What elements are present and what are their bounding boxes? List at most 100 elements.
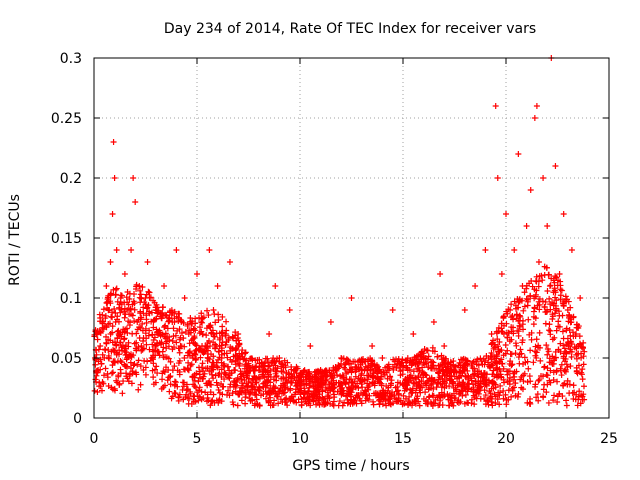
y-tick-label: 0.3 xyxy=(60,51,82,67)
data-point xyxy=(202,343,209,349)
data-point xyxy=(277,385,284,392)
data-point xyxy=(411,399,418,406)
data-point xyxy=(510,384,517,391)
data-point xyxy=(397,372,404,379)
data-point xyxy=(270,382,277,389)
data-point xyxy=(161,382,168,389)
data-point xyxy=(142,295,149,301)
data-point xyxy=(420,371,427,378)
data-point xyxy=(538,272,545,279)
data-point xyxy=(469,359,476,366)
data-point xyxy=(500,365,507,372)
data-point xyxy=(277,396,284,403)
data-point xyxy=(388,394,395,401)
data-point xyxy=(524,358,531,365)
data-point xyxy=(118,306,125,313)
data-point xyxy=(329,401,336,408)
data-point xyxy=(510,330,517,337)
data-point xyxy=(112,309,119,316)
data-point xyxy=(278,360,285,367)
data-point xyxy=(115,372,122,379)
data-point xyxy=(535,283,542,290)
data-point xyxy=(511,247,518,253)
data-point xyxy=(198,310,205,317)
data-point xyxy=(462,391,469,398)
data-point xyxy=(558,287,565,294)
data-point xyxy=(400,382,407,389)
data-point xyxy=(447,366,454,373)
data-point xyxy=(179,379,186,386)
data-point xyxy=(380,368,387,375)
data-point xyxy=(265,399,272,406)
data-point xyxy=(451,367,458,373)
data-point xyxy=(405,379,412,386)
data-point xyxy=(345,390,352,397)
data-point xyxy=(214,283,221,289)
data-point xyxy=(181,295,188,301)
data-point xyxy=(207,402,214,409)
data-point xyxy=(156,331,163,337)
data-point xyxy=(554,399,561,406)
data-point xyxy=(523,223,530,229)
data-point xyxy=(226,259,233,265)
data-point xyxy=(548,275,555,282)
data-point xyxy=(92,361,99,368)
data-point xyxy=(376,366,383,373)
data-point xyxy=(148,318,155,325)
data-point xyxy=(96,383,103,390)
data-point xyxy=(564,339,571,346)
data-point xyxy=(273,377,280,384)
data-point xyxy=(219,329,226,336)
data-point xyxy=(208,398,215,405)
data-point xyxy=(544,372,551,379)
data-point xyxy=(212,345,219,352)
data-point xyxy=(237,388,244,395)
data-point xyxy=(509,313,516,319)
data-point xyxy=(540,175,547,181)
data-point xyxy=(151,366,158,373)
data-point xyxy=(136,334,143,341)
data-point xyxy=(150,348,157,355)
y-axis-label: ROTI / TECUs xyxy=(7,194,23,286)
data-point xyxy=(272,283,279,289)
data-point xyxy=(450,358,457,365)
data-point xyxy=(378,380,385,387)
data-point xyxy=(417,384,424,391)
data-point xyxy=(519,386,526,393)
data-point xyxy=(180,396,187,403)
data-point xyxy=(124,288,131,295)
data-point xyxy=(171,389,178,396)
data-point xyxy=(206,323,213,330)
data-point xyxy=(579,366,586,373)
data-point xyxy=(103,339,110,346)
data-point xyxy=(553,274,560,281)
data-point xyxy=(488,349,495,356)
data-point xyxy=(568,247,575,253)
data-point xyxy=(251,383,258,390)
data-point xyxy=(453,388,460,395)
data-point xyxy=(537,357,544,364)
data-point xyxy=(457,390,464,397)
data-point xyxy=(152,307,159,313)
data-point xyxy=(515,354,522,361)
data-point xyxy=(373,369,380,376)
data-point xyxy=(99,319,106,325)
data-point xyxy=(193,370,200,377)
data-point xyxy=(169,338,176,345)
data-point xyxy=(344,368,351,375)
data-point xyxy=(578,354,585,361)
data-point xyxy=(507,307,514,313)
data-point xyxy=(497,373,504,380)
data-point xyxy=(508,301,515,308)
data-point xyxy=(364,380,371,387)
data-point xyxy=(512,392,519,399)
data-point xyxy=(330,364,337,371)
data-point xyxy=(477,355,484,362)
data-point xyxy=(510,370,517,377)
data-point xyxy=(122,311,129,318)
data-point xyxy=(198,319,205,325)
data-point xyxy=(178,329,185,336)
data-point xyxy=(118,344,125,351)
data-point xyxy=(556,271,563,277)
data-point xyxy=(558,361,565,368)
